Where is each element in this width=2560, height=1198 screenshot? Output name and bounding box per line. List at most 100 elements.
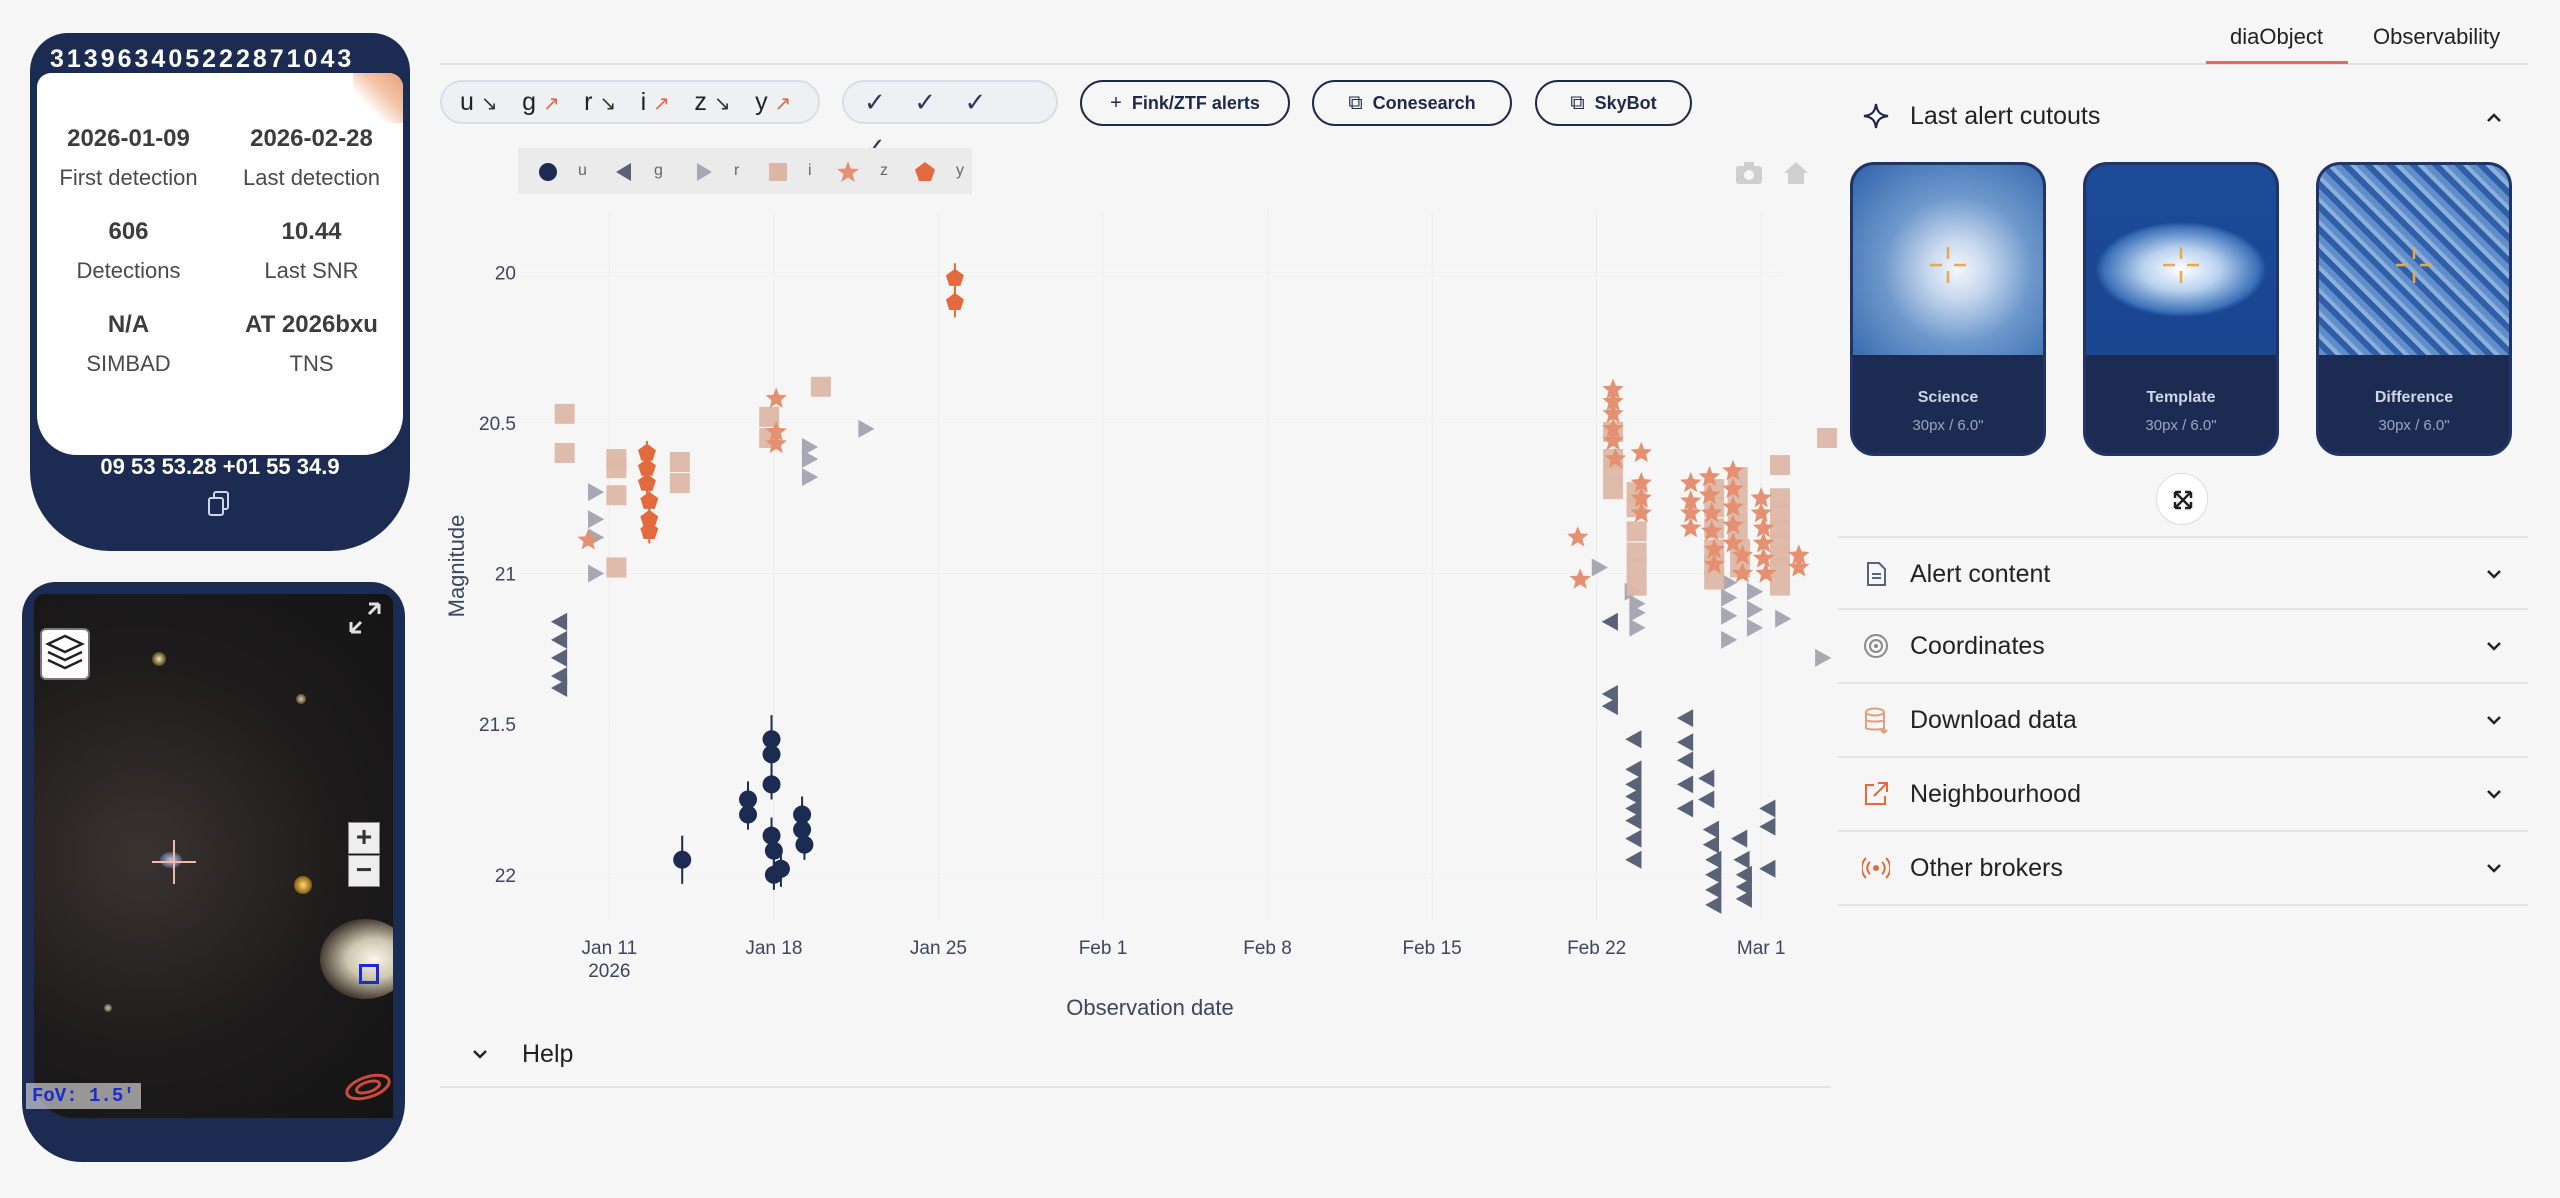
band-y-trend[interactable]: y ↗	[755, 82, 791, 124]
x-tick-label: Jan 25	[910, 938, 967, 959]
last-snr-stat: 10.44 Last SNR	[220, 218, 403, 284]
data-point-r	[1721, 588, 1738, 607]
cutouts-header[interactable]: Last alert cutouts	[1838, 98, 2528, 138]
cutout-template[interactable]: Template 30px / 6.0"	[2083, 162, 2279, 456]
layers-button[interactable]	[40, 628, 90, 680]
legend-u-label[interactable]: u	[578, 162, 587, 179]
data-point-z	[1698, 465, 1721, 487]
legend-z-label[interactable]: z	[880, 162, 888, 179]
data-point-i	[669, 473, 690, 494]
accordion-alert-content[interactable]: Alert content	[1838, 536, 2528, 610]
data-point-g	[1625, 799, 1642, 818]
data-point-i	[759, 406, 780, 427]
data-point-i	[1626, 542, 1647, 563]
check-icon[interactable]: ✓	[864, 87, 886, 117]
tab-observability[interactable]: Observability	[2373, 24, 2501, 49]
legend-g-label[interactable]: g	[654, 162, 663, 179]
document-icon	[1867, 562, 1886, 586]
data-point-z	[1731, 562, 1754, 583]
fullscreen-icon[interactable]	[347, 600, 383, 636]
ra-dec-coordinates: 09 53 53.28 +01 55 34.9	[100, 454, 340, 479]
data-point-i	[606, 449, 627, 470]
band-z-trend[interactable]: z ↘	[694, 82, 730, 124]
data-point-i	[554, 443, 575, 464]
neighbour-galaxy	[320, 919, 393, 999]
simbad-value: N/A	[107, 311, 150, 338]
data-point-z	[1680, 502, 1702, 523]
data-point-z	[1602, 429, 1624, 451]
chevron-down-icon	[2487, 790, 2501, 799]
zoom-in-button[interactable]: +	[348, 822, 380, 854]
cutout-science[interactable]: Science 30px / 6.0"	[1850, 162, 2046, 456]
accordion-download-data[interactable]: Download data	[1838, 684, 2528, 758]
card-corner-decoration	[353, 73, 403, 123]
simbad-stat[interactable]: N/A SIMBAD	[37, 311, 220, 377]
camera-icon[interactable]	[1734, 160, 1764, 186]
cutouts-title: Last alert cutouts	[1910, 102, 2101, 130]
help-section[interactable]: Help	[440, 1028, 1830, 1088]
data-point-z	[1701, 520, 1723, 541]
conesearch-button[interactable]: ⧉ Conesearch	[1312, 80, 1512, 126]
legend-y-marker[interactable]	[914, 161, 936, 183]
data-point-i	[1704, 569, 1725, 590]
accordion-other-brokers[interactable]: Other brokers	[1838, 832, 2528, 906]
cutout-science-sub: 30px / 6.0"	[1912, 417, 1984, 434]
accordion-label: Alert content	[1910, 560, 2051, 588]
x-tick-label: Jan 18	[745, 938, 802, 959]
science-image	[1853, 165, 2043, 355]
data-point-z	[1703, 538, 1725, 559]
trend-up-icon: ↗	[653, 93, 670, 115]
trend-up-icon: ↗	[542, 93, 560, 115]
last-detection-stat: 2026-02-28 Last detection	[220, 125, 403, 191]
conesearch-label: Conesearch	[1372, 93, 1476, 113]
legend-g-marker[interactable]	[614, 162, 634, 182]
data-point-g	[1759, 859, 1776, 878]
external-link-icon: ⧉	[1570, 92, 1585, 114]
legend-u-marker[interactable]	[538, 162, 558, 182]
legend-i-marker[interactable]	[768, 162, 788, 182]
copy-icon[interactable]	[208, 491, 230, 517]
home-icon[interactable]	[1782, 160, 1810, 186]
band-r-trend[interactable]: r ↘	[584, 82, 616, 124]
accordion-label: Neighbourhood	[1910, 780, 2081, 808]
data-point-r	[1591, 558, 1608, 577]
cutout-template-title: Template	[2146, 389, 2216, 406]
tab-diaobject[interactable]: diaObject	[2230, 24, 2323, 49]
data-point-z	[765, 387, 787, 408]
data-point-g	[1759, 799, 1776, 818]
data-point-g	[1759, 817, 1776, 836]
check-icon[interactable]: ✓	[914, 87, 937, 117]
fink-ztf-alerts-button[interactable]: + Fink/ZTF alerts	[1080, 80, 1290, 126]
expand-cutouts-button[interactable]	[2156, 473, 2208, 525]
skybot-button[interactable]: ⧉ SkyBot	[1535, 80, 1692, 126]
star	[296, 694, 306, 704]
legend-z-marker[interactable]	[836, 160, 860, 184]
legend-r-marker[interactable]	[694, 162, 714, 182]
data-point-i	[810, 376, 831, 397]
cutout-difference[interactable]: Difference 30px / 6.0"	[2316, 162, 2512, 456]
data-point-g	[1676, 751, 1694, 770]
accordion-neighbourhood[interactable]: Neighbourhood	[1838, 758, 2528, 832]
chart-grid	[520, 212, 1780, 920]
tns-stat[interactable]: AT 2026bxu TNS	[220, 311, 403, 377]
data-point-z	[765, 432, 787, 454]
data-point-i	[669, 452, 690, 473]
zoom-out-button[interactable]: −	[348, 855, 380, 887]
chevron-up-icon	[2487, 113, 2501, 122]
sky-map[interactable]	[34, 594, 393, 1118]
band-u-trend[interactable]: u ↘	[460, 82, 498, 124]
legend-r-label[interactable]: r	[734, 162, 740, 179]
data-point-g	[1625, 850, 1642, 869]
external-link-icon: ⧉	[1348, 92, 1363, 114]
check-icon[interactable]: ✓	[964, 87, 987, 117]
band-g-trend[interactable]: g ↗	[522, 82, 560, 124]
y-tick-label: 20.5	[479, 414, 516, 435]
neighbour-marker[interactable]	[359, 964, 379, 984]
legend-y-label[interactable]: y	[956, 162, 964, 179]
band-i-trend[interactable]: i ↗	[641, 82, 670, 124]
accordion-coordinates[interactable]: Coordinates	[1838, 610, 2528, 684]
legend-i-label[interactable]: i	[808, 162, 812, 179]
data-point-i	[1626, 557, 1647, 578]
data-point-z	[1602, 402, 1624, 423]
